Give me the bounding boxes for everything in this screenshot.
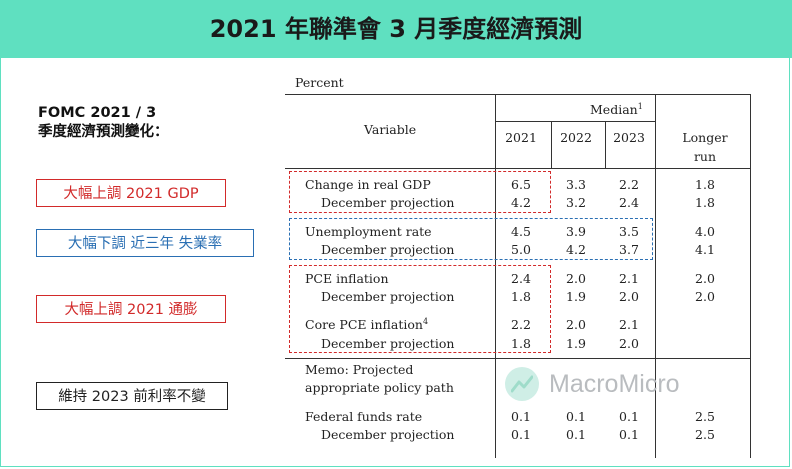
rule-top: [285, 94, 751, 95]
cell: 1.8: [511, 289, 531, 304]
cell: 2.0: [566, 271, 586, 286]
cell: 2.0: [695, 289, 715, 304]
column-2021: 2021: [505, 130, 537, 145]
cell: 1.8: [695, 177, 715, 192]
cell: 2.2: [619, 177, 639, 192]
cell: 0.1: [511, 427, 531, 442]
vline-right: [750, 94, 751, 458]
highlight-inflation: [289, 265, 551, 353]
row-gdp-label: Change in real GDP: [305, 177, 431, 192]
median-header: Median1: [590, 102, 643, 117]
memo-line2: appropriate policy path: [305, 380, 454, 395]
cell: 0.1: [566, 427, 586, 442]
cell: 0.1: [511, 409, 531, 424]
highlight-unemployment: [289, 218, 653, 260]
tag-gdp-up: 大幅上調 2021 GDP: [36, 179, 226, 207]
cell: 4.2: [566, 242, 586, 257]
cell: 2.1: [619, 271, 639, 286]
header-bar: 2021 年聯準會 3 月季度經濟預測: [0, 0, 792, 58]
rule-header-bottom: [285, 168, 751, 169]
row-pce-dec-label: December projection: [321, 289, 455, 304]
cell: 1.9: [566, 336, 586, 351]
row-core-pce-dec-label: December projection: [321, 336, 455, 351]
cell: 6.5: [511, 177, 531, 192]
rule-median: [495, 121, 655, 122]
vline-median: [655, 94, 656, 458]
cell: 0.1: [566, 409, 586, 424]
cell: 2.0: [619, 336, 639, 351]
cell: 3.3: [566, 177, 586, 192]
column-longer-run-line2: run: [693, 149, 717, 164]
cell: 2.0: [566, 317, 586, 332]
row-fed-funds-label: Federal funds rate: [305, 409, 423, 424]
cell: 3.9: [566, 224, 586, 239]
cell: 4.5: [511, 224, 531, 239]
side-title-line2: 季度經濟預測變化：: [38, 124, 169, 140]
column-2023: 2023: [613, 130, 645, 145]
cell: 1.8: [695, 195, 715, 210]
tag-inflation-up: 大幅上調 2021 通膨: [36, 295, 226, 323]
table-unit: Percent: [295, 75, 344, 90]
content-frame: [0, 58, 790, 467]
cell: 3.5: [619, 224, 639, 239]
column-2022: 2022: [560, 130, 592, 145]
cell: 1.9: [566, 289, 586, 304]
column-longer-run-line1: Longer: [682, 130, 728, 145]
cell: 3.7: [619, 242, 639, 257]
vline-2021: [551, 121, 552, 168]
row-gdp-dec-label: December projection: [321, 195, 455, 210]
watermark-text: MacroMicro: [549, 370, 680, 398]
cell: 4.2: [511, 195, 531, 210]
cell: 1.8: [511, 336, 531, 351]
projection-table: Percent Variable Median1 2021 2022 2023 …: [285, 66, 751, 458]
cell: 4.1: [695, 242, 715, 257]
column-longer-run: Longer run: [670, 130, 740, 164]
cell: 2.0: [695, 271, 715, 286]
row-unemployment-label: Unemployment rate: [305, 224, 432, 239]
side-title: FOMC 2021 / 3 季度經濟預測變化：: [38, 104, 169, 142]
vline-variable: [495, 94, 496, 458]
highlight-gdp: [289, 171, 551, 213]
median-header-sup: 1: [637, 102, 643, 111]
tag-unemployment-down: 大幅下調 近三年 失業率: [36, 229, 254, 257]
side-title-line1: FOMC 2021 / 3: [38, 105, 157, 121]
cell: 2.5: [695, 427, 715, 442]
memo-line1: Memo: Projected: [305, 362, 414, 377]
rule-memo: [285, 358, 751, 359]
row-fed-funds-dec-label: December projection: [321, 427, 455, 442]
cell: 2.4: [619, 195, 639, 210]
cell: 2.0: [619, 289, 639, 304]
macromicro-watermark: MacroMicro: [505, 367, 745, 403]
cell: 2.4: [511, 271, 531, 286]
cell: 5.0: [511, 242, 531, 257]
cell: 3.2: [566, 195, 586, 210]
cell: 0.1: [619, 427, 639, 442]
median-header-text: Median: [590, 102, 638, 118]
macromicro-logo-icon: [505, 367, 539, 401]
row-pce-label: PCE inflation: [305, 271, 389, 286]
cell: 2.1: [619, 317, 639, 332]
page-title: 2021 年聯準會 3 月季度經濟預測: [209, 15, 583, 43]
row-unemployment-dec-label: December projection: [321, 242, 455, 257]
row-core-pce-sup: 4: [422, 317, 429, 326]
vline-2022: [605, 121, 606, 168]
tag-rate-unchanged: 維持 2023 前利率不變: [36, 382, 228, 410]
cell: 0.1: [619, 409, 639, 424]
cell: 2.2: [511, 317, 531, 332]
variable-header: Variable: [364, 122, 417, 137]
cell: 2.5: [695, 409, 715, 424]
cell: 4.0: [695, 224, 715, 239]
row-core-pce-text: Core PCE inflation: [305, 317, 423, 333]
row-core-pce-label: Core PCE inflation4: [305, 317, 428, 332]
